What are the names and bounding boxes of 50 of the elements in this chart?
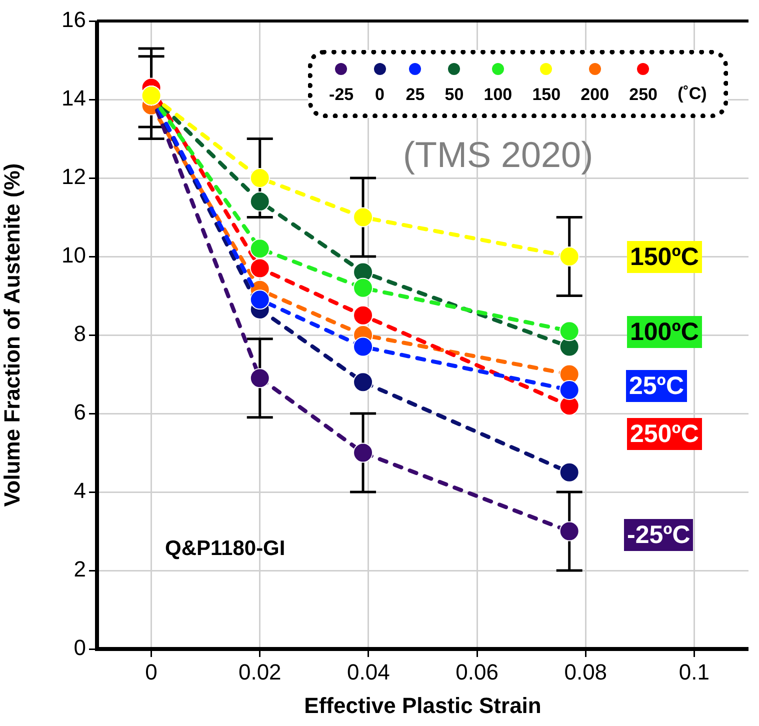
point — [559, 246, 580, 266]
y-tick-label: 6 — [74, 400, 86, 425]
annotation: 25ºC — [626, 370, 687, 402]
x-tick-label: 0.04 — [347, 659, 390, 684]
x-tick-label: 0.1 — [678, 659, 710, 684]
point — [353, 305, 374, 326]
annotation: 250ºC — [627, 418, 702, 450]
annotation: -25ºC — [624, 519, 694, 551]
point — [250, 238, 270, 259]
point — [250, 168, 270, 188]
y-tick-label: 4 — [74, 478, 86, 504]
annotation: Q&P1180-GI — [165, 537, 286, 561]
y-tick-label: 16 — [62, 7, 86, 32]
annotation: 150ºC — [627, 241, 702, 273]
point — [250, 258, 270, 278]
y-tick-label: 12 — [62, 164, 86, 190]
x-axis-title: Effective Plastic Strain — [304, 692, 542, 718]
legend-label: 200 — [580, 85, 610, 105]
point — [250, 368, 270, 388]
y-tick-label: 10 — [62, 242, 86, 268]
legend-title: (˚C) — [678, 84, 707, 104]
y-tick-label: 2 — [74, 556, 86, 582]
y-axis-title: Volume Fraction of Austenite (%) — [0, 163, 24, 507]
y-tick-label: 14 — [62, 86, 86, 111]
point — [250, 192, 270, 212]
legend-label: 150 — [532, 85, 561, 105]
point — [353, 278, 374, 298]
point — [559, 321, 580, 342]
legend-label: 250 — [629, 85, 658, 105]
point — [353, 442, 374, 463]
x-tick-label: 0.08 — [564, 659, 608, 684]
x-tick-label: 0 — [145, 659, 158, 684]
point — [250, 290, 270, 310]
point — [353, 372, 374, 392]
point — [353, 336, 374, 357]
point — [559, 380, 580, 400]
legend-label: -25 — [329, 85, 354, 105]
legend-label: 25 — [406, 85, 425, 105]
legend-label: 50 — [444, 85, 464, 105]
annotation: 100ºC — [627, 316, 702, 348]
legend-label: 0 — [374, 85, 384, 105]
x-tick-label: 0.02 — [238, 659, 282, 684]
y-tick-label: 0 — [74, 635, 86, 660]
point — [353, 207, 374, 228]
x-tick-label: 0.06 — [456, 659, 498, 684]
point — [559, 462, 580, 482]
point — [559, 521, 580, 542]
annotation: (TMS 2020) — [403, 134, 594, 176]
legend-label: 100 — [484, 85, 512, 105]
y-tick-label: 8 — [74, 321, 86, 346]
